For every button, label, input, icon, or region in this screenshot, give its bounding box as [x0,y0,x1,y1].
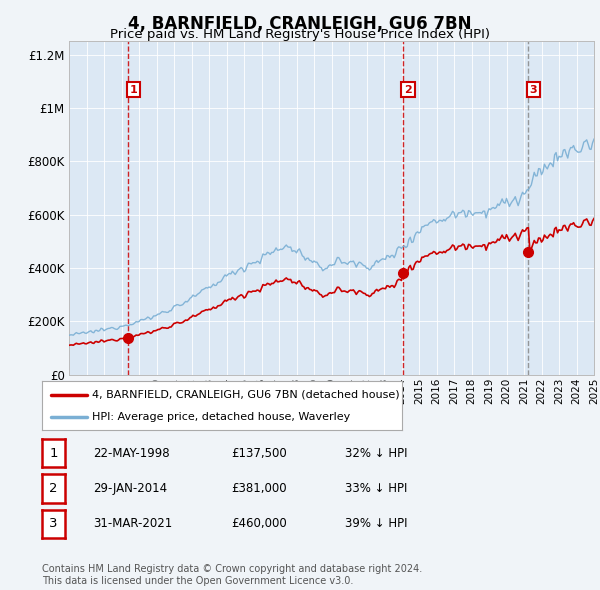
Text: 39% ↓ HPI: 39% ↓ HPI [345,517,407,530]
Text: 4, BARNFIELD, CRANLEIGH, GU6 7BN (detached house): 4, BARNFIELD, CRANLEIGH, GU6 7BN (detach… [92,389,400,399]
Text: 29-JAN-2014: 29-JAN-2014 [93,482,167,495]
Text: This data is licensed under the Open Government Licence v3.0.: This data is licensed under the Open Gov… [42,576,353,585]
Text: Contains HM Land Registry data © Crown copyright and database right 2024.: Contains HM Land Registry data © Crown c… [42,564,422,573]
Text: 22-MAY-1998: 22-MAY-1998 [93,447,170,460]
Text: 32% ↓ HPI: 32% ↓ HPI [345,447,407,460]
Text: £381,000: £381,000 [231,482,287,495]
Text: 3: 3 [530,84,538,94]
Text: Price paid vs. HM Land Registry's House Price Index (HPI): Price paid vs. HM Land Registry's House … [110,28,490,41]
Text: 4, BARNFIELD, CRANLEIGH, GU6 7BN: 4, BARNFIELD, CRANLEIGH, GU6 7BN [128,15,472,33]
Text: 2: 2 [49,482,58,495]
Text: £460,000: £460,000 [231,517,287,530]
Text: 1: 1 [49,447,58,460]
Text: 3: 3 [49,517,58,530]
Text: 1: 1 [130,84,137,94]
Text: 2: 2 [404,84,412,94]
Text: 33% ↓ HPI: 33% ↓ HPI [345,482,407,495]
Text: HPI: Average price, detached house, Waverley: HPI: Average price, detached house, Wave… [92,412,350,422]
Text: 31-MAR-2021: 31-MAR-2021 [93,517,172,530]
Text: £137,500: £137,500 [231,447,287,460]
